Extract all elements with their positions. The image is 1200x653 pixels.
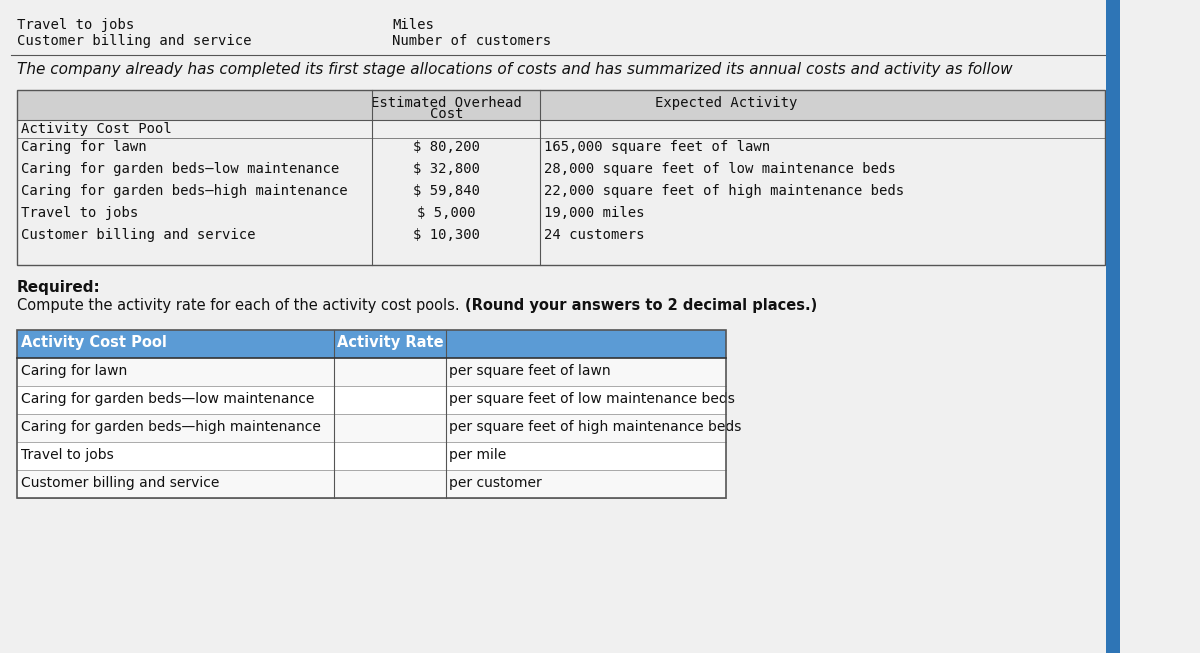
Text: Activity Rate: Activity Rate (337, 335, 444, 350)
Text: 19,000 miles: 19,000 miles (545, 206, 644, 220)
Bar (17, 358, 726, 386)
Text: 22,000 square feet of high maintenance beds: 22,000 square feet of high maintenance b… (545, 184, 905, 198)
Text: per square feet of high maintenance beds: per square feet of high maintenance beds (449, 420, 742, 434)
Text: Customer billing and service: Customer billing and service (22, 476, 220, 490)
Bar (17, 470, 726, 498)
Text: per square feet of low maintenance beds: per square feet of low maintenance beds (449, 392, 734, 406)
Text: 28,000 square feet of low maintenance beds: 28,000 square feet of low maintenance be… (545, 162, 896, 176)
Text: Caring for lawn: Caring for lawn (22, 140, 148, 154)
Bar (17, 90, 1104, 265)
Text: Required:: Required: (17, 280, 101, 295)
Text: Caring for garden beds—low maintenance: Caring for garden beds—low maintenance (22, 392, 314, 406)
Bar (17, 330, 726, 498)
Text: $ 5,000: $ 5,000 (416, 206, 475, 220)
Text: $ 59,840: $ 59,840 (413, 184, 480, 198)
Text: $ 10,300: $ 10,300 (413, 228, 480, 242)
Text: Cost: Cost (430, 107, 463, 121)
Text: Expected Activity: Expected Activity (655, 96, 798, 110)
Text: Miles: Miles (392, 18, 434, 32)
Text: Travel to jobs: Travel to jobs (22, 448, 114, 462)
Text: Caring for garden beds–low maintenance: Caring for garden beds–low maintenance (22, 162, 340, 176)
Text: Activity Cost Pool: Activity Cost Pool (22, 122, 173, 136)
Text: Travel to jobs: Travel to jobs (22, 206, 139, 220)
Text: per customer: per customer (449, 476, 542, 490)
Text: Caring for lawn: Caring for lawn (22, 364, 127, 378)
Text: per square feet of lawn: per square feet of lawn (449, 364, 611, 378)
Text: 24 customers: 24 customers (545, 228, 644, 242)
Text: Caring for garden beds—high maintenance: Caring for garden beds—high maintenance (22, 420, 322, 434)
Bar (17, 442, 726, 470)
Bar (17, 386, 726, 414)
Text: (Round your answers to 2 decimal places.): (Round your answers to 2 decimal places.… (464, 298, 817, 313)
Bar (17, 90, 1104, 120)
Text: Estimated Overhead: Estimated Overhead (371, 96, 522, 110)
Bar (17, 414, 726, 442)
Text: Compute the activity rate for each of the activity cost pools.: Compute the activity rate for each of th… (17, 298, 464, 313)
Text: Activity Cost Pool: Activity Cost Pool (22, 335, 167, 350)
Text: $ 80,200: $ 80,200 (413, 140, 480, 154)
Text: The company already has completed its first stage allocations of costs and has s: The company already has completed its fi… (17, 62, 1013, 77)
Bar (1106, 0, 1121, 653)
Text: Caring for garden beds–high maintenance: Caring for garden beds–high maintenance (22, 184, 348, 198)
Text: $ 32,800: $ 32,800 (413, 162, 480, 176)
Text: Travel to jobs: Travel to jobs (17, 18, 134, 32)
Text: Customer billing and service: Customer billing and service (17, 34, 251, 48)
Text: per mile: per mile (449, 448, 506, 462)
Text: 165,000 square feet of lawn: 165,000 square feet of lawn (545, 140, 770, 154)
Text: Number of customers: Number of customers (392, 34, 551, 48)
Text: Customer billing and service: Customer billing and service (22, 228, 256, 242)
Bar (17, 330, 726, 358)
